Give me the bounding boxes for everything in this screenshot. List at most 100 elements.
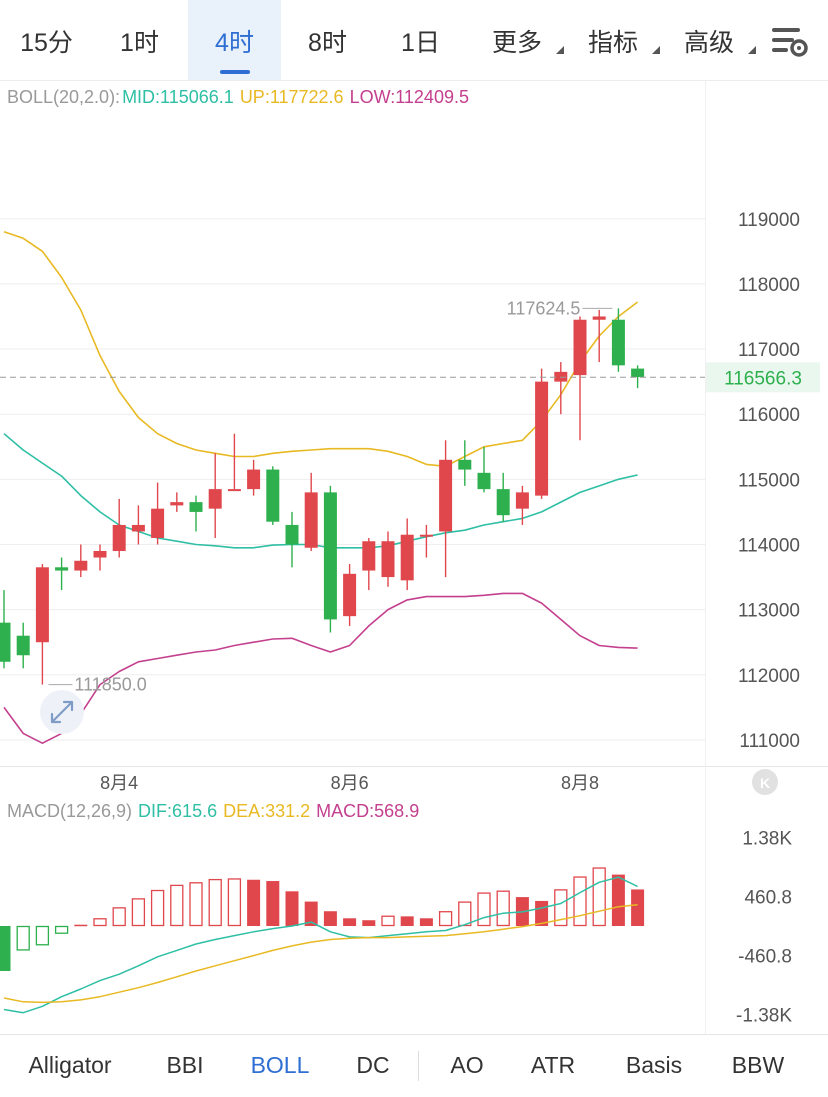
- tab-alligator[interactable]: Alligator: [28, 1052, 112, 1078]
- macd-bar: [343, 918, 357, 926]
- macd-y-tick-label: 1.38K: [742, 828, 792, 849]
- macd-bar: [496, 890, 510, 927]
- macd-bar: [304, 901, 318, 926]
- current-price-label: 116566.3: [724, 368, 802, 389]
- candle-body: [227, 489, 241, 492]
- timeframe-tabbar: 15分 1时 4时 8时 1日 更多 指标 高级: [0, 0, 828, 80]
- tab-advanced-dropdown[interactable]: 高级: [670, 0, 756, 80]
- dropdown-caret-icon: [652, 46, 660, 54]
- current-price-tag: [706, 362, 820, 393]
- y-tick-label: 115000: [738, 470, 800, 491]
- macd-legend-dea: DEA:331.2: [223, 801, 311, 821]
- y-tick-label: 116000: [738, 405, 800, 426]
- indicator-tabbar: Alligator BBI BOLL DC AO ATR Basis BBW: [0, 1034, 828, 1097]
- collapse-icon-glyph: K: [760, 775, 770, 791]
- macd-y-tick-label: 460.8: [744, 887, 792, 908]
- macd-legend: MACD(12,26,9) DIF:615.6 DEA:331.2 MACD:568.…: [7, 801, 425, 822]
- y-tick-label: 119000: [738, 210, 800, 231]
- candle-body: [189, 502, 203, 512]
- boll-legend-name: BOLL(20,2.0):: [7, 87, 121, 107]
- macd-legend-name: MACD(12,26,9): [7, 801, 133, 821]
- macd-bar: [0, 926, 11, 971]
- macd-bar: [131, 898, 146, 927]
- high-marker-label: 117624.5: [507, 298, 581, 318]
- macd-bar: [419, 918, 433, 926]
- macd-bar: [16, 925, 30, 951]
- macd-bar: [554, 889, 568, 927]
- low-marker-label: 111850.0: [74, 675, 146, 695]
- macd-bar: [74, 924, 88, 927]
- tab-more-dropdown[interactable]: 更多: [478, 0, 564, 80]
- macd-bar: [189, 882, 203, 927]
- tab-bbi[interactable]: BBI: [166, 1052, 204, 1078]
- x-tick-label: 8月6: [331, 773, 369, 793]
- macd-dea-line: [3, 903, 638, 1004]
- chart-settings-icon[interactable]: [770, 24, 810, 60]
- macd-bar: [93, 918, 107, 927]
- macd-bar: [35, 925, 50, 946]
- tab-1d[interactable]: 1日: [401, 29, 440, 57]
- candle-body: [400, 534, 414, 581]
- candle-body: [247, 469, 261, 490]
- tab-8h[interactable]: 8时: [308, 29, 347, 57]
- tab-divider: [418, 1051, 419, 1081]
- macd-bar: [170, 884, 184, 927]
- macd-bar: [54, 925, 69, 934]
- candle-body: [93, 551, 107, 558]
- tab-ao[interactable]: AO: [450, 1052, 484, 1078]
- boll-legend-up: UP:117722.6: [239, 87, 344, 107]
- collapse-icon[interactable]: [752, 769, 778, 795]
- dropdown-caret-icon: [556, 46, 564, 54]
- candle-body: [55, 567, 69, 571]
- y-tick-label: 111000: [739, 731, 800, 752]
- tab-indicators-dropdown[interactable]: 指标: [574, 0, 660, 80]
- macd-bar: [400, 916, 414, 926]
- x-tick-label: 8月4: [100, 773, 138, 793]
- tab-bbw[interactable]: BBW: [731, 1052, 785, 1078]
- tab-dc[interactable]: DC: [356, 1052, 390, 1078]
- tab-boll[interactable]: BOLL: [250, 1052, 310, 1078]
- boll-upper-line: [3, 231, 639, 468]
- macd-bar: [592, 867, 606, 927]
- candle-body: [208, 489, 222, 509]
- candle-body: [285, 524, 299, 545]
- macd-legend-dif: DIF:615.6: [138, 801, 218, 821]
- candle-body: [304, 492, 318, 548]
- boll-legend: BOLL(20,2.0): MID:115066.1 UP:117722.6 LOW:…: [7, 87, 475, 108]
- candle-body: [477, 472, 491, 490]
- tab-15m[interactable]: 15分: [20, 29, 73, 57]
- tab-basis[interactable]: Basis: [625, 1052, 683, 1078]
- dropdown-caret-icon: [748, 46, 756, 54]
- price-chart[interactable]: 111000 112000 113000 114000 115000 116000 1170…: [0, 0, 828, 1034]
- candle-body: [631, 368, 645, 378]
- macd-bar: [266, 881, 280, 926]
- tab-1h[interactable]: 1时: [120, 29, 159, 57]
- macd-bar: [438, 911, 453, 927]
- expand-icon-arrows: [50, 700, 74, 724]
- candle-body: [112, 524, 126, 552]
- macd-bar: [208, 878, 222, 927]
- candle-body: [0, 622, 11, 662]
- macd-bar: [477, 892, 491, 927]
- macd-bar: [381, 915, 395, 927]
- candle-body: [515, 492, 529, 509]
- macd-bar: [112, 907, 126, 927]
- candle-body: [151, 508, 165, 538]
- macd-y-tick-label: -1.38K: [736, 1006, 792, 1027]
- candle-body: [323, 492, 337, 620]
- macd-bar: [227, 878, 242, 927]
- boll-lower-line: [3, 592, 638, 745]
- macd-bar: [150, 889, 165, 927]
- tab-4h[interactable]: 4时: [188, 0, 281, 80]
- candle-body: [343, 573, 357, 617]
- tab-atr[interactable]: ATR: [530, 1052, 576, 1078]
- candle-body: [266, 469, 280, 522]
- boll-legend-low: LOW:112409.5: [349, 87, 469, 107]
- y-tick-label: 118000: [738, 275, 800, 296]
- candle-body: [362, 541, 376, 571]
- macd-bar: [611, 874, 625, 926]
- candle-body: [131, 524, 145, 532]
- candle-body: [74, 560, 88, 571]
- macd-y-tick-label: -460.8: [738, 947, 792, 968]
- candle-body: [496, 489, 510, 516]
